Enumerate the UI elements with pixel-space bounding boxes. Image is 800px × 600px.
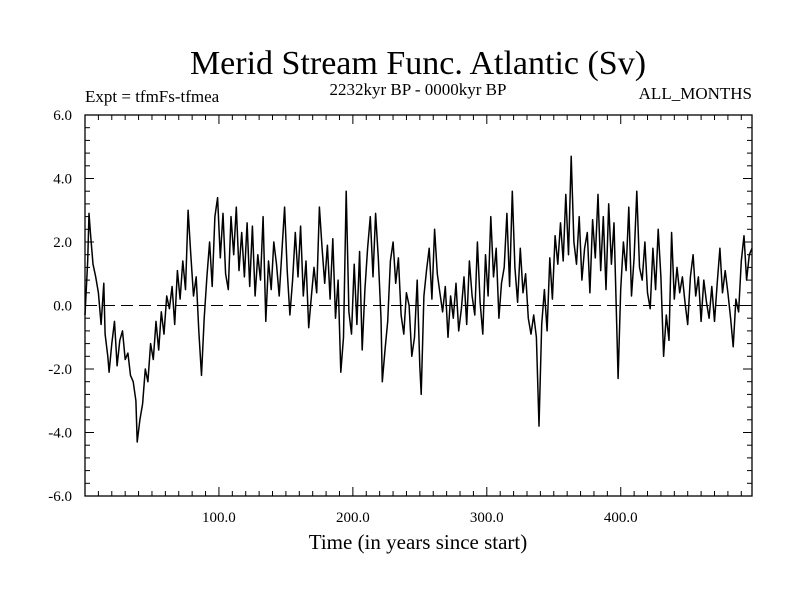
subtitle-right: ALL_MONTHS: [639, 84, 752, 103]
x-tick-label: 200.0: [336, 510, 370, 526]
x-tick-label: 300.0: [470, 510, 504, 526]
subtitle-left: Expt = tfmFs-tfmea: [85, 87, 220, 106]
x-tick-label: 100.0: [202, 510, 236, 526]
subtitle-center: 2232kyr BP - 0000kyr BP: [330, 80, 507, 99]
x-axis-label: Time (in years since start): [309, 530, 528, 554]
axes: 100.0 200.0 300.0 400.0 -6.0 -4.0 -2.0 0.0 2.0 4.…: [48, 108, 753, 526]
y-tick-label: 0.0: [53, 299, 72, 315]
series-line: [84, 155, 753, 443]
y-tick-label: -2.0: [48, 362, 72, 378]
plot-area: [84, 155, 753, 443]
y-tick-label: 4.0: [53, 172, 72, 188]
chart-title: Merid Stream Func. Atlantic (Sv): [190, 45, 646, 82]
y-tick-label: 6.0: [53, 108, 72, 124]
y-tick-label: -6.0: [48, 489, 72, 505]
x-tick-label: 400.0: [604, 510, 638, 526]
y-tick-label: 2.0: [53, 235, 72, 251]
y-tick-label: -4.0: [48, 426, 72, 442]
